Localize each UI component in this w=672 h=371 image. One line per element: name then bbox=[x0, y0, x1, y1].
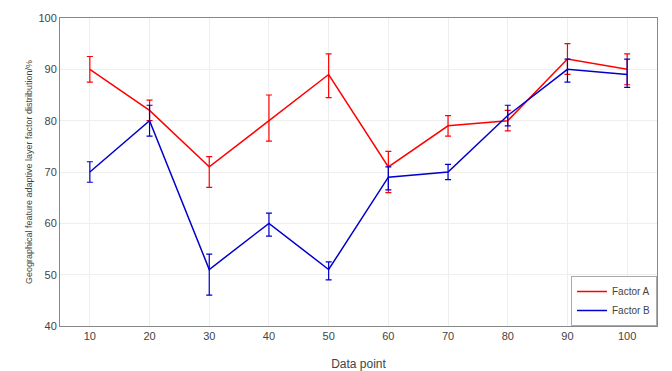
svg-text:90: 90 bbox=[561, 330, 573, 342]
svg-text:20: 20 bbox=[143, 330, 155, 342]
svg-text:Data point: Data point bbox=[331, 357, 386, 371]
svg-text:60: 60 bbox=[382, 330, 394, 342]
svg-text:Factor B: Factor B bbox=[612, 305, 650, 316]
svg-text:70: 70 bbox=[45, 166, 57, 178]
svg-text:30: 30 bbox=[203, 330, 215, 342]
svg-text:80: 80 bbox=[45, 115, 57, 127]
svg-text:Geographical feature adaptive: Geographical feature adaptive layer fact… bbox=[24, 60, 34, 284]
svg-text:40: 40 bbox=[45, 320, 57, 332]
svg-text:100: 100 bbox=[618, 330, 636, 342]
svg-text:90: 90 bbox=[45, 63, 57, 75]
svg-text:70: 70 bbox=[442, 330, 454, 342]
svg-text:50: 50 bbox=[45, 269, 57, 281]
svg-text:40: 40 bbox=[263, 330, 275, 342]
svg-text:80: 80 bbox=[502, 330, 514, 342]
svg-text:10: 10 bbox=[84, 330, 96, 342]
svg-text:Factor A: Factor A bbox=[612, 286, 650, 297]
svg-text:100: 100 bbox=[38, 12, 56, 24]
svg-text:50: 50 bbox=[323, 330, 335, 342]
svg-text:60: 60 bbox=[45, 217, 57, 229]
